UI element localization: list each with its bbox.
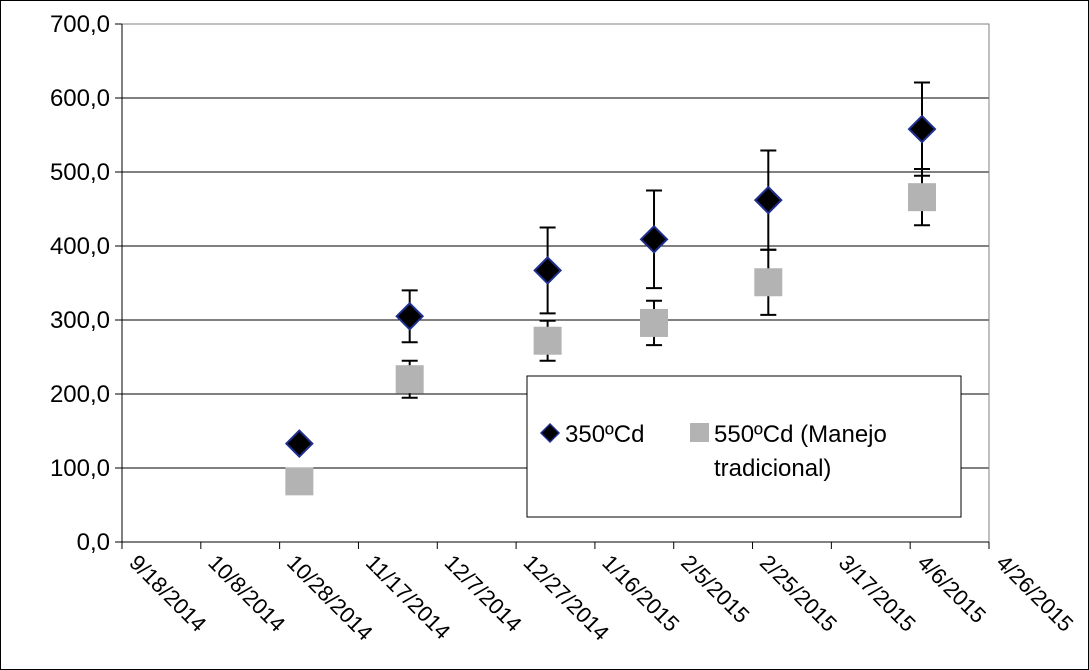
point-350 [753,185,783,215]
x-tick-label: 4/6/2015 [913,550,991,628]
y-tick-label: 500,0 [50,159,110,186]
point-550 [908,183,937,212]
x-tick-label: 10/8/2014 [203,550,290,637]
point-350 [284,429,314,458]
legend-label-550-line1: 550ºCd (Manejo [714,421,887,448]
x-tick-label: 4/26/2015 [991,550,1078,637]
point-550 [395,365,424,394]
y-axis-ticks: 0,0 100,0 200,0 300,0 400,0 500,0 600,0 700,0 [50,11,122,556]
x-tick-label: 9/18/2014 [124,550,211,637]
y-tick-label: 0,0 [77,529,110,556]
legend-label-550-line2: tradicional) [714,455,831,482]
legend: 350ºCd 550ºCd (Manejo tradicional) [526,375,962,518]
x-axis-ticks: 9/18/201410/8/201410/28/201411/17/201412… [121,542,1078,645]
y-tick-label: 300,0 [50,307,110,334]
y-tick-label: 100,0 [50,455,110,482]
point-350 [533,256,563,285]
legend-marker-550 [690,423,709,442]
plot-area [121,23,990,543]
y-tick-label: 400,0 [50,233,110,260]
y-tick-label: 200,0 [50,381,110,408]
point-550 [754,268,783,297]
legend-box [526,375,962,518]
legend-marker-350 [539,422,561,444]
point-350 [395,301,425,331]
data-points [284,114,937,496]
y-tick-label: 700,0 [50,11,110,38]
point-350 [639,224,669,254]
point-350 [907,114,937,144]
x-tick-label: 3/17/2015 [834,550,921,637]
point-550 [640,308,669,337]
point-550 [533,326,562,355]
y-tick-label: 600,0 [50,85,110,112]
x-tick-label: 2/25/2015 [755,550,842,637]
point-550 [285,467,314,496]
legend-label-350: 350ºCd [565,421,645,448]
x-tick-label: 2/5/2015 [676,550,754,628]
